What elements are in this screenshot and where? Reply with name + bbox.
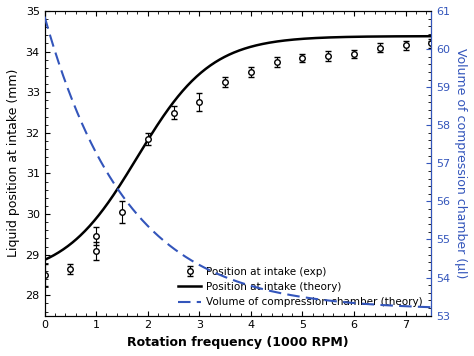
Position at intake (theory) bbox=[359, 35, 365, 39]
Y-axis label: Liquid position at intake (mm): Liquid position at intake (mm) bbox=[7, 69, 20, 257]
Line: Volume of compression chamber (theory): Volume of compression chamber (theory) bbox=[45, 17, 431, 307]
Position at intake (theory) bbox=[42, 258, 47, 262]
Y-axis label: Volume of compression chamber (μl): Volume of compression chamber (μl) bbox=[454, 48, 467, 278]
Volume of compression chamber (theory) bbox=[228, 277, 234, 281]
Position at intake (theory) bbox=[228, 52, 234, 56]
Position at intake (theory) bbox=[428, 34, 434, 38]
Position at intake (theory) bbox=[226, 53, 231, 57]
Position at intake (theory) bbox=[272, 40, 278, 44]
X-axis label: Rotation frequency (1000 RPM): Rotation frequency (1000 RPM) bbox=[127, 336, 349, 349]
Volume of compression chamber (theory) bbox=[359, 302, 365, 306]
Position at intake (theory) bbox=[251, 44, 257, 48]
Legend: Position at intake (exp), Position at intake (theory), Volume of compression cha: Position at intake (exp), Position at in… bbox=[175, 264, 426, 310]
Volume of compression chamber (theory) bbox=[419, 305, 425, 309]
Volume of compression chamber (theory) bbox=[272, 290, 278, 294]
Volume of compression chamber (theory) bbox=[42, 15, 47, 19]
Volume of compression chamber (theory) bbox=[251, 284, 257, 289]
Line: Position at intake (theory): Position at intake (theory) bbox=[45, 36, 431, 260]
Volume of compression chamber (theory) bbox=[226, 276, 231, 281]
Position at intake (theory) bbox=[419, 34, 425, 38]
Volume of compression chamber (theory) bbox=[428, 305, 434, 309]
